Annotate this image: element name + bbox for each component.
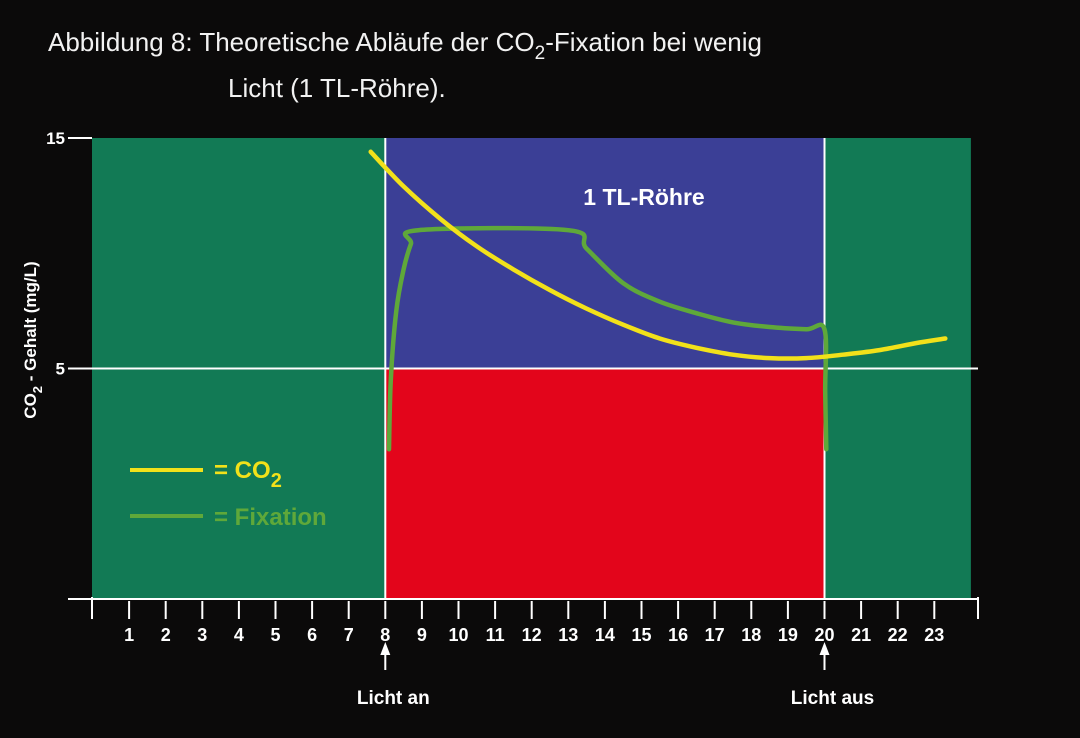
x-tick-label-18: 18 bbox=[741, 625, 761, 645]
x-tick-label-23: 23 bbox=[924, 625, 944, 645]
y-axis-label-sub: 2 bbox=[30, 386, 45, 393]
legend-label-co2-sub: 2 bbox=[271, 470, 282, 492]
x-tick-label-20: 20 bbox=[814, 625, 834, 645]
y-axis-label-rest: - Gehalt (mg/L) bbox=[21, 261, 40, 386]
y-axis-label: CO2 - Gehalt (mg/L) bbox=[21, 261, 45, 418]
annotation-label-licht-aus: Licht aus bbox=[791, 688, 874, 709]
legend: = CO2 = Fixation bbox=[130, 457, 327, 531]
x-tick-label-7: 7 bbox=[344, 625, 354, 645]
y-axis-label-main: CO bbox=[21, 393, 40, 419]
x-tick-label-16: 16 bbox=[668, 625, 688, 645]
title-subscript: 2 bbox=[534, 43, 546, 64]
annotations: Licht an Licht aus bbox=[357, 642, 874, 709]
annotation-label-licht-an: Licht an bbox=[357, 688, 430, 709]
x-tick-label-2: 2 bbox=[161, 625, 171, 645]
x-tick-label-4: 4 bbox=[234, 625, 244, 645]
x-tick-label-10: 10 bbox=[448, 625, 468, 645]
title-suffix: -Fixation bei wenig bbox=[545, 27, 762, 57]
x-tick-label-1: 1 bbox=[124, 625, 134, 645]
x-tick-label-11: 11 bbox=[486, 625, 505, 645]
chart-title: Abbildung 8: Theoretische Abläufe der CO… bbox=[48, 22, 762, 109]
x-tick-label-21: 21 bbox=[851, 625, 871, 645]
series-co2-line bbox=[368, 149, 948, 361]
x-tick-label-12: 12 bbox=[522, 625, 542, 645]
title-line-2: Licht (1 TL-Röhre). bbox=[228, 73, 446, 104]
x-tick-label-17: 17 bbox=[705, 625, 725, 645]
title-prefix: Abbildung 8: Theoretische Abläufe der CO bbox=[48, 27, 535, 57]
x-tick-label-13: 13 bbox=[558, 625, 578, 645]
x-tick-label-14: 14 bbox=[595, 625, 615, 645]
x-tick-label-22: 22 bbox=[888, 625, 908, 645]
x-tick-label-3: 3 bbox=[197, 625, 207, 645]
x-tick-label-19: 19 bbox=[778, 625, 798, 645]
annotation-arrow-head-licht-an bbox=[380, 642, 391, 655]
legend-label-fixation: = Fixation bbox=[214, 504, 327, 531]
legend-label-co2: = CO2 bbox=[214, 457, 282, 492]
series-lines bbox=[368, 149, 948, 452]
x-tick-label-6: 6 bbox=[307, 625, 317, 645]
y-tick-label-15: 15 bbox=[46, 129, 65, 148]
annotation-arrow-head-licht-aus bbox=[819, 642, 830, 655]
x-tick-label-9: 9 bbox=[417, 625, 427, 645]
x-tick-label-15: 15 bbox=[631, 625, 651, 645]
series-fixation-line bbox=[386, 225, 829, 452]
region-2 bbox=[385, 138, 825, 369]
region-label: 1 TL-Röhre bbox=[583, 184, 704, 210]
x-tick-label-8: 8 bbox=[380, 625, 390, 645]
legend-label-co2-main: = CO bbox=[214, 457, 271, 484]
y-tick-label-5: 5 bbox=[56, 360, 65, 379]
region-3 bbox=[385, 368, 825, 599]
x-tick-label-5: 5 bbox=[270, 625, 280, 645]
